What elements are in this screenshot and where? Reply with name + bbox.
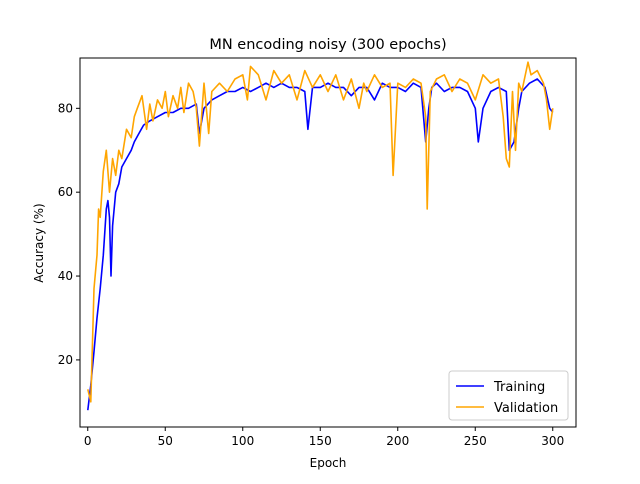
series-line-validation bbox=[87, 61, 554, 403]
legend-label-training: Training bbox=[493, 380, 545, 395]
x-tick-label: 200 bbox=[386, 434, 409, 448]
x-tick-label: 100 bbox=[231, 434, 254, 448]
plot-frame bbox=[79, 57, 577, 428]
x-axis-label: Epoch bbox=[310, 456, 347, 470]
series-line-training bbox=[87, 78, 554, 411]
x-tick-label: 300 bbox=[541, 434, 564, 448]
x-tick-label: 0 bbox=[84, 434, 92, 448]
series-layer bbox=[87, 61, 554, 411]
y-tick-label: 80 bbox=[58, 101, 73, 115]
x-tick-label: 250 bbox=[464, 434, 487, 448]
legend: Training Validation bbox=[448, 370, 569, 421]
y-tick-label: 20 bbox=[58, 353, 73, 367]
legend-label-validation: Validation bbox=[494, 401, 558, 416]
y-tick-label: 40 bbox=[58, 269, 73, 283]
y-axis-ticks: 20 40 60 80 bbox=[58, 101, 80, 367]
y-axis-label: Accuracy (%) bbox=[32, 203, 46, 282]
chart-title: MN encoding noisy (300 epochs) bbox=[209, 37, 446, 53]
x-tick-label: 150 bbox=[309, 434, 332, 448]
x-axis-ticks: 0 50 100 150 200 250 300 bbox=[84, 427, 564, 448]
x-tick-label: 50 bbox=[158, 434, 173, 448]
y-tick-label: 60 bbox=[58, 185, 73, 199]
